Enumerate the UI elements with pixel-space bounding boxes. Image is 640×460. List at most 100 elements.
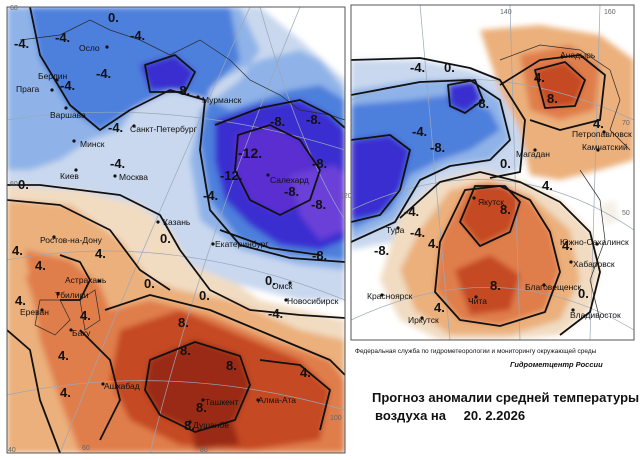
- city-label: Хабаровск: [573, 259, 615, 269]
- isoline-label: 4.: [434, 300, 445, 315]
- forecast-title-prefix: воздуха на: [375, 408, 447, 423]
- city-label: Благовещенск: [525, 282, 582, 292]
- isoline-label: 0.: [18, 177, 29, 192]
- isoline-label: 8.: [547, 91, 558, 106]
- isoline-label: -4.: [412, 124, 427, 139]
- isoline-label: 0.: [144, 276, 155, 291]
- city-label: Екатеринбург: [215, 239, 268, 249]
- city-label: Баку: [72, 328, 91, 338]
- city-label: Санкт-Петербург: [130, 124, 197, 134]
- city-label: Москва: [119, 172, 148, 182]
- isoline-label: 0.: [265, 273, 276, 288]
- isoline-label: 0.: [160, 231, 171, 246]
- city-label: Мурманск: [202, 95, 242, 105]
- degree-label: 140: [500, 9, 512, 16]
- isoline-label: 8.: [490, 278, 501, 293]
- degree-label: 120: [340, 193, 352, 200]
- city-label: Тбилиси: [55, 290, 89, 300]
- city-label: Чита: [468, 296, 487, 306]
- degree-label: 40: [8, 447, 16, 454]
- isoline-label: 8.: [196, 400, 207, 415]
- isoline-label: 0.: [108, 10, 119, 25]
- isoline-label: -8.: [374, 243, 389, 258]
- city-label: Берлин: [38, 71, 67, 81]
- city-label: Камчатский: [582, 142, 628, 152]
- isoline-label: 4.: [60, 385, 71, 400]
- city-label: Владивосток: [570, 310, 621, 320]
- city-label: Минск: [80, 139, 105, 149]
- city-label: Прага: [16, 84, 39, 94]
- city-label: Тура: [386, 225, 405, 235]
- isoline-label: -4.: [96, 66, 111, 81]
- degree-label: 80: [200, 447, 208, 454]
- isoline-label: 4.: [58, 348, 69, 363]
- isoline-label: -8.: [312, 156, 327, 171]
- city-label: Ростов-на-Дону: [40, 235, 103, 245]
- isoline-label: 0.: [444, 60, 455, 75]
- isoline-label: 4.: [35, 258, 46, 273]
- city-label: Душанбе: [193, 420, 229, 430]
- isoline-label: 4.: [428, 236, 439, 251]
- degree-label: 70: [622, 120, 630, 127]
- isoline-label: -4.: [110, 156, 125, 171]
- degree-label: 100: [330, 415, 342, 422]
- west-map-panel: 0. -4. -4. -4. -4. -4. -4. -8. -8. -8. -…: [7, 7, 345, 453]
- isoline-label: -4.: [55, 30, 70, 45]
- isoline-label: -12.: [238, 145, 262, 161]
- isoline-label: -4.: [404, 204, 419, 219]
- degree-label: 60: [82, 445, 90, 452]
- city-label: Ашхабад: [104, 381, 140, 391]
- isoline-label: -4.: [268, 306, 283, 321]
- isoline-label: -8.: [306, 112, 321, 127]
- isoline-label: -8.: [311, 197, 326, 212]
- isoline-label: -4.: [130, 28, 145, 43]
- city-label: Варшава: [50, 110, 86, 120]
- isoline-label: -8.: [430, 140, 445, 155]
- isoline-label: 4.: [562, 238, 573, 253]
- isoline-label: 8.: [178, 315, 189, 330]
- isoline-label: 8.: [500, 202, 511, 217]
- isoline-label: 0.: [199, 288, 210, 303]
- city-label: Петропавловск: [572, 129, 632, 139]
- isoline-label: -4.: [203, 188, 218, 203]
- center-credit: Гидрометцентр России: [510, 360, 603, 369]
- city-label: Омск: [272, 281, 293, 291]
- isoline-label: 4.: [593, 116, 604, 131]
- isoline-label: 4.: [95, 246, 106, 261]
- city-label: Южно-Сахалинск: [560, 237, 629, 247]
- city-label: Якутск: [478, 197, 504, 207]
- forecast-title-line1: Прогноз аномалии средней температуры: [372, 390, 639, 405]
- isoline-label: -4.: [410, 60, 425, 75]
- isoline-label: 8.: [180, 343, 191, 358]
- agency-credit: Федеральная служба по гидрометеорологии …: [355, 347, 597, 355]
- city-label: Киев: [60, 171, 79, 181]
- degree-label: 50: [622, 210, 630, 217]
- city-label: Новосибирск: [287, 296, 339, 306]
- city-label: Ереван: [20, 307, 49, 317]
- degree-label: 60: [10, 181, 18, 188]
- isoline-label: -4.: [60, 78, 75, 93]
- city-label: Астрахань: [65, 275, 107, 285]
- forecast-date: 20. 2.2026: [464, 408, 525, 423]
- isoline-label: -8.: [312, 248, 327, 263]
- isoline-label: 4.: [300, 365, 311, 380]
- isoline-label: 4.: [15, 293, 26, 308]
- city-label: Иркутск: [408, 315, 439, 325]
- isoline-label: -4.: [14, 36, 29, 51]
- city-label: Алма-Ата: [258, 395, 296, 405]
- forecast-title-line2: воздуха на 20. 2.2026: [375, 408, 525, 423]
- city-label: Анадырь: [560, 50, 596, 60]
- isoline-label: 8.: [184, 418, 195, 433]
- city-label: Салехард: [270, 175, 309, 185]
- isoline-label: 8.: [226, 358, 237, 373]
- isoline-label: -4.: [410, 225, 425, 240]
- isoline-label: 0.: [578, 286, 589, 301]
- city-label: Осло: [79, 43, 100, 53]
- city-label: Магадан: [516, 149, 550, 159]
- city-label: Казань: [163, 217, 191, 227]
- isoline-label: -8.: [474, 96, 489, 111]
- isoline-label: 0.: [500, 156, 511, 171]
- isoline-label: 4.: [12, 243, 23, 258]
- isoline-label: 4.: [80, 308, 91, 323]
